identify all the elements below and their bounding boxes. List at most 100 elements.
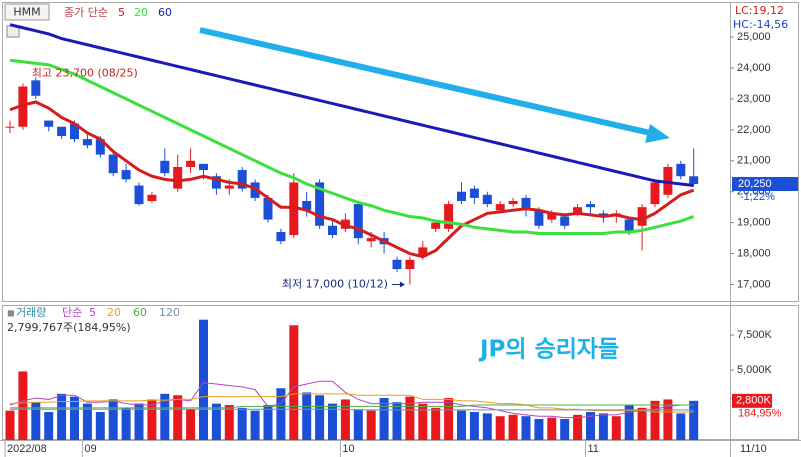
low-annotation: 최저 17,000 (10/12) bbox=[282, 278, 388, 291]
candle-body bbox=[624, 219, 634, 232]
low-arrow-head bbox=[399, 281, 405, 288]
volume-bar bbox=[340, 399, 350, 440]
volume-bar bbox=[676, 413, 686, 440]
legend-entry: 60 bbox=[158, 6, 172, 19]
candle-body bbox=[418, 247, 428, 257]
candle-body bbox=[108, 154, 118, 174]
volume-bar bbox=[44, 412, 54, 440]
candle-body bbox=[121, 170, 131, 180]
legend-entry: 20 bbox=[107, 306, 121, 319]
candle-body bbox=[598, 213, 608, 217]
volume-average bbox=[10, 404, 694, 409]
volume-bar bbox=[444, 398, 454, 440]
trend-arrow bbox=[199, 27, 656, 137]
volume-bar bbox=[379, 398, 389, 440]
x-tick-label: 09 bbox=[84, 443, 96, 455]
volume-bar bbox=[534, 419, 544, 440]
last-price-label: 20,250 bbox=[738, 178, 772, 190]
volume-bar bbox=[353, 409, 363, 440]
candle-body bbox=[186, 160, 196, 167]
volume-bar bbox=[147, 399, 157, 440]
volume-bar bbox=[57, 393, 67, 440]
panel-marker: ■ bbox=[7, 309, 15, 318]
volume-bar bbox=[521, 416, 531, 440]
volume-bar bbox=[224, 405, 234, 440]
candle-body bbox=[263, 197, 273, 220]
volume-bar bbox=[624, 405, 634, 440]
candle-body bbox=[650, 182, 660, 205]
volume-bar bbox=[392, 402, 402, 440]
candle-body bbox=[405, 259, 415, 270]
candle-body bbox=[224, 185, 234, 189]
legend-entry: 120 bbox=[159, 306, 180, 319]
candle-body bbox=[237, 170, 247, 189]
candle-body bbox=[637, 207, 647, 226]
volume-bar bbox=[186, 409, 196, 440]
volume-bar bbox=[689, 400, 699, 440]
volume-bar bbox=[302, 392, 312, 440]
volume-average bbox=[9, 380, 694, 419]
candle-body bbox=[495, 204, 505, 211]
volume-bar bbox=[573, 414, 583, 440]
candle-body bbox=[44, 120, 54, 127]
candle-body bbox=[534, 210, 544, 226]
y-tick-label: 17,000 bbox=[737, 278, 771, 290]
moving-average bbox=[9, 58, 695, 235]
candle-body bbox=[469, 188, 479, 198]
volume-bar bbox=[263, 405, 273, 440]
volume-bar bbox=[199, 319, 208, 440]
volume-average bbox=[10, 408, 694, 411]
symbol-box bbox=[4, 3, 50, 21]
symbol: HMM bbox=[13, 6, 40, 19]
price-panel bbox=[2, 2, 799, 302]
volume-bar bbox=[418, 403, 428, 440]
volume-bar bbox=[457, 410, 466, 440]
volume-bar bbox=[95, 412, 105, 440]
last-volume-box bbox=[732, 393, 772, 408]
candle-body bbox=[457, 191, 466, 201]
volume-bar bbox=[547, 417, 557, 440]
y-tick-label: 25,000 bbox=[737, 31, 771, 43]
trend-arrow-head bbox=[645, 124, 670, 143]
last-price-box bbox=[732, 176, 798, 191]
volume-bar bbox=[237, 407, 247, 440]
moving-average bbox=[9, 100, 695, 259]
volume-bar bbox=[586, 412, 595, 440]
candle-body bbox=[521, 197, 531, 211]
candle-body bbox=[5, 126, 15, 128]
candle-body bbox=[560, 216, 570, 226]
legend-entry: 60 bbox=[133, 306, 147, 319]
volume-bar bbox=[560, 419, 570, 440]
last-date: 11/10 bbox=[740, 443, 767, 455]
volume-bar bbox=[650, 400, 660, 440]
volume-bar bbox=[405, 396, 415, 440]
legend-label: 종가 단순 bbox=[64, 6, 108, 19]
y-tick-label: 24,000 bbox=[737, 62, 771, 74]
candle-body bbox=[82, 139, 92, 146]
hc-label: HC:-14,56 bbox=[733, 18, 788, 31]
candle-body bbox=[134, 185, 144, 205]
candle-body bbox=[199, 163, 208, 171]
candle-body bbox=[31, 80, 41, 96]
y-tick-label: 21,000 bbox=[737, 155, 771, 167]
candle-body bbox=[366, 238, 376, 242]
candle-body bbox=[302, 201, 312, 211]
volume-bar bbox=[18, 371, 28, 440]
volume-bar bbox=[70, 396, 79, 440]
volume-bar bbox=[598, 413, 608, 440]
volume-bar bbox=[637, 407, 647, 440]
watermark: JP의 승리자들 bbox=[478, 337, 619, 363]
volume-bar bbox=[276, 388, 286, 440]
candle-body bbox=[482, 194, 492, 205]
x-tick-label: 10 bbox=[342, 443, 354, 455]
y-tick-label: 19,000 bbox=[737, 217, 771, 229]
candle-body bbox=[508, 201, 518, 205]
candle-body bbox=[676, 163, 686, 177]
volume-legend-label: 단순 bbox=[62, 306, 82, 319]
candle-body bbox=[328, 225, 337, 236]
y-tick-label: 5,000K bbox=[737, 364, 773, 376]
lc-label: LC:19,12 bbox=[735, 4, 784, 17]
legend-entry: 5 bbox=[118, 6, 125, 19]
moving-average bbox=[9, 23, 694, 188]
candle-body bbox=[276, 231, 286, 242]
